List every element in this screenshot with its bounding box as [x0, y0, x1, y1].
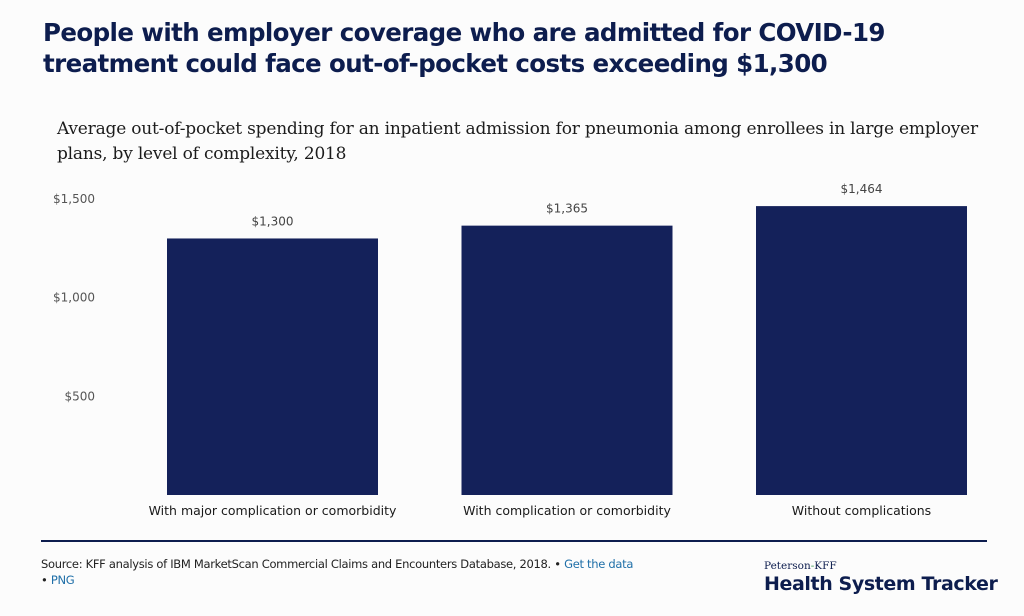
- peterson-kff-logo[interactable]: Peterson-KFF Health System Tracker: [764, 560, 998, 596]
- chart-subtitle: Average out-of-pocket spending for an in…: [57, 119, 978, 164]
- x-tick-label: With complication or comorbidity: [463, 503, 671, 518]
- x-tick-label: Without complications: [792, 503, 931, 518]
- logo-health-system-tracker: Health System Tracker: [764, 573, 998, 595]
- bullet: •: [41, 573, 51, 587]
- bar-chart: $500 $1,000 $1,500 $1,300 $1,365 $1,464 With…: [53, 182, 967, 518]
- y-tick-label: $500: [64, 389, 95, 403]
- bar[interactable]: [167, 238, 378, 495]
- data-label: $1,365: [546, 202, 588, 216]
- bar[interactable]: [756, 206, 967, 495]
- logo-org-name: Peterson-KFF: [764, 560, 837, 572]
- y-axis-ticks: $500 $1,000 $1,500: [53, 192, 95, 403]
- data-labels: $1,300 $1,365 $1,464: [252, 182, 883, 228]
- bar[interactable]: [461, 225, 673, 495]
- source-note: Source: KFF analysis of IBM MarketScan C…: [41, 556, 741, 588]
- y-tick-label: $1,000: [53, 291, 95, 305]
- x-axis-labels: With major complication or comorbidity Wi…: [149, 503, 932, 518]
- data-label: $1,300: [252, 214, 294, 228]
- get-the-data-link[interactable]: Get the data: [564, 557, 634, 571]
- x-tick-label: With major complication or comorbidity: [149, 503, 397, 518]
- png-link[interactable]: PNG: [50, 573, 75, 587]
- source-text: Source: KFF analysis of IBM MarketScan C…: [41, 557, 565, 571]
- footer-divider: [41, 540, 987, 542]
- y-tick-label: $1,500: [53, 192, 95, 206]
- bars: [167, 206, 967, 495]
- data-label: $1,464: [841, 182, 883, 196]
- page-title: People with employer coverage who are ad…: [43, 18, 885, 78]
